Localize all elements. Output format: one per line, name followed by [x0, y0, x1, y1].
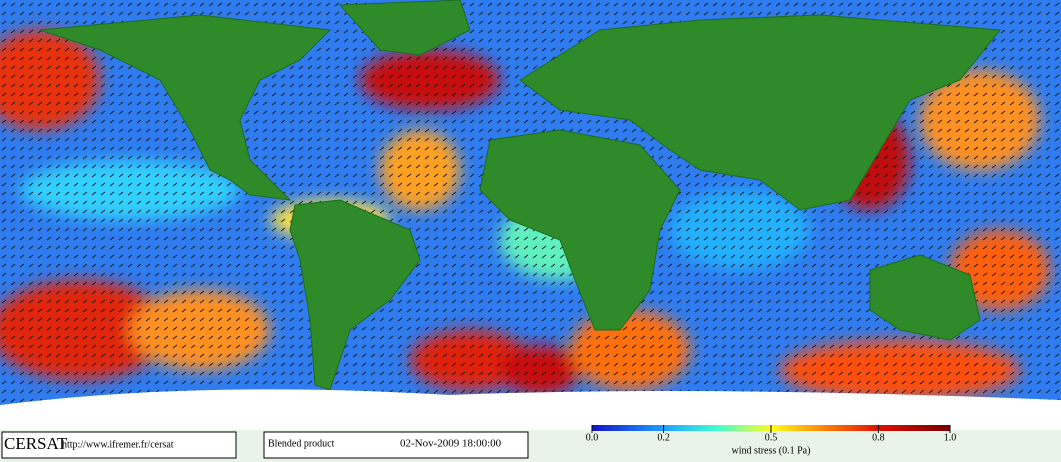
land — [39, 0, 1001, 391]
colorbar-tick-label: 0.2 — [657, 432, 670, 443]
colorbar-tick-label: 0.5 — [765, 432, 778, 443]
datetime: 02-Nov-2009 18:00:00 — [400, 438, 502, 450]
product-box — [263, 431, 529, 459]
colorbar-tick-label: 1.0 — [944, 432, 957, 443]
colorbar-title: wind stress (0.1 Pa) — [732, 445, 811, 456]
logo-box — [1, 431, 237, 459]
url: http://www.ifremer.fr/cersat — [62, 439, 174, 450]
colorbar-tick-label: 0.8 — [872, 432, 885, 443]
antarctica — [0, 389, 1061, 430]
product: Blended product — [268, 438, 335, 449]
logo: CERSAT — [4, 434, 68, 453]
colorbar-tick-label: 0.0 — [586, 432, 599, 443]
